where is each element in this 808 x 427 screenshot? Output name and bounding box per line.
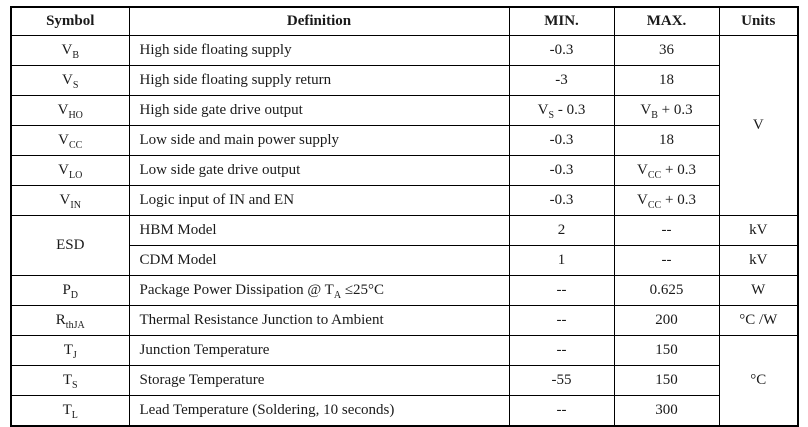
- header-units: Units: [718, 6, 799, 36]
- table-row-tj: TJ Junction Temperature -- 150 °C: [10, 335, 799, 427]
- cell-units: kV: [718, 215, 799, 246]
- cell-definition: CDM Model: [128, 245, 510, 276]
- cell-symbol: TJ: [10, 335, 130, 366]
- cell-definition: Lead Temperature (Soldering, 10 seconds): [128, 395, 510, 427]
- table-row-vb: VB High side floating supply -0.3 36 V: [10, 35, 799, 216]
- table-row-esd-cdm: CDM Model 1 -- kV: [11, 245, 799, 276]
- table-header-row: Symbol Definition MIN. MAX. Units: [10, 6, 799, 36]
- cell-definition: Storage Temperature: [128, 365, 510, 396]
- cell-definition: Logic input of IN and EN: [128, 185, 510, 216]
- cell-symbol: VHO: [10, 95, 130, 126]
- cell-max: 18: [613, 125, 720, 156]
- cell-max: 150: [613, 335, 720, 366]
- table-row-pd: PD Package Power Dissipation @ TA ≤25°C …: [10, 275, 799, 306]
- cell-symbol: VCC: [10, 125, 130, 156]
- cell-max: VCC + 0.3: [613, 185, 720, 216]
- cell-min: 1: [508, 245, 615, 276]
- cell-min: --: [508, 335, 615, 366]
- cell-symbol: VS: [10, 65, 130, 96]
- cell-definition: High side floating supply return: [128, 65, 510, 96]
- cell-symbol: VIN: [10, 185, 130, 216]
- cell-min: -3: [508, 65, 615, 96]
- cell-max: 18: [613, 65, 720, 96]
- cell-symbol: VLO: [10, 155, 130, 186]
- header-definition: Definition: [128, 6, 510, 36]
- cell-definition: Low side and main power supply: [128, 125, 510, 156]
- cell-units-v: V: [718, 35, 799, 216]
- cell-min: --: [508, 275, 615, 306]
- cell-units-degc: °C: [718, 335, 799, 427]
- cell-symbol: TL: [10, 395, 130, 427]
- cell-min: -0.3: [508, 125, 615, 156]
- table-row-vin: VIN Logic input of IN and EN -0.3 VCC + …: [10, 185, 798, 216]
- cell-min: -0.3: [508, 35, 615, 66]
- cell-min: -0.3: [508, 185, 615, 216]
- header-symbol: Symbol: [10, 6, 130, 36]
- table-row-vs: VS High side floating supply return -3 1…: [10, 65, 798, 96]
- table-row-rthja: RthJA Thermal Resistance Junction to Amb…: [10, 305, 799, 336]
- cell-definition: Low side gate drive output: [128, 155, 510, 186]
- cell-definition: Junction Temperature: [128, 335, 510, 366]
- header-max: MAX.: [613, 6, 720, 36]
- cell-max: 36: [613, 35, 720, 66]
- cell-max: 0.625: [613, 275, 720, 306]
- cell-definition: HBM Model: [128, 215, 510, 246]
- cell-definition: Thermal Resistance Junction to Ambient: [128, 305, 510, 336]
- absolute-maximum-ratings-table: Symbol Definition MIN. MAX. Units VB Hig…: [10, 6, 799, 427]
- cell-units: kV: [718, 245, 799, 276]
- table-row-vcc: VCC Low side and main power supply -0.3 …: [10, 125, 798, 156]
- cell-definition: High side floating supply: [128, 35, 510, 66]
- table-row-tl: TL Lead Temperature (Soldering, 10 secon…: [10, 395, 798, 427]
- cell-definition: Package Power Dissipation @ TA ≤25°C: [128, 275, 510, 306]
- table-row-ts: TS Storage Temperature -55 150: [10, 365, 798, 396]
- cell-units: W: [718, 275, 799, 306]
- cell-units: °C /W: [718, 305, 799, 336]
- cell-min: -55: [508, 365, 615, 396]
- cell-min: --: [508, 395, 615, 427]
- cell-max: --: [613, 215, 720, 246]
- cell-symbol: VB: [10, 35, 130, 66]
- cell-max: VB + 0.3: [613, 95, 720, 126]
- cell-max: 150: [613, 365, 720, 396]
- cell-symbol: PD: [10, 275, 130, 306]
- cell-max: 300: [613, 395, 720, 427]
- cell-min: --: [508, 305, 615, 336]
- cell-min: -0.3: [508, 155, 615, 186]
- table-row-vlo: VLO Low side gate drive output -0.3 VCC …: [10, 155, 798, 186]
- cell-definition: High side gate drive output: [128, 95, 510, 126]
- cell-max: 200: [613, 305, 720, 336]
- cell-max: --: [613, 245, 720, 276]
- cell-min: VS - 0.3: [508, 95, 615, 126]
- header-min: MIN.: [508, 6, 615, 36]
- cell-min: 2: [508, 215, 615, 246]
- cell-symbol-esd: ESD: [10, 215, 130, 276]
- table-row-esd-hbm: ESD HBM Model 2 -- kV: [10, 215, 799, 276]
- cell-symbol: RthJA: [10, 305, 130, 336]
- cell-symbol: TS: [10, 365, 130, 396]
- cell-max: VCC + 0.3: [613, 155, 720, 186]
- table-row-vho: VHO High side gate drive output VS - 0.3…: [10, 95, 798, 126]
